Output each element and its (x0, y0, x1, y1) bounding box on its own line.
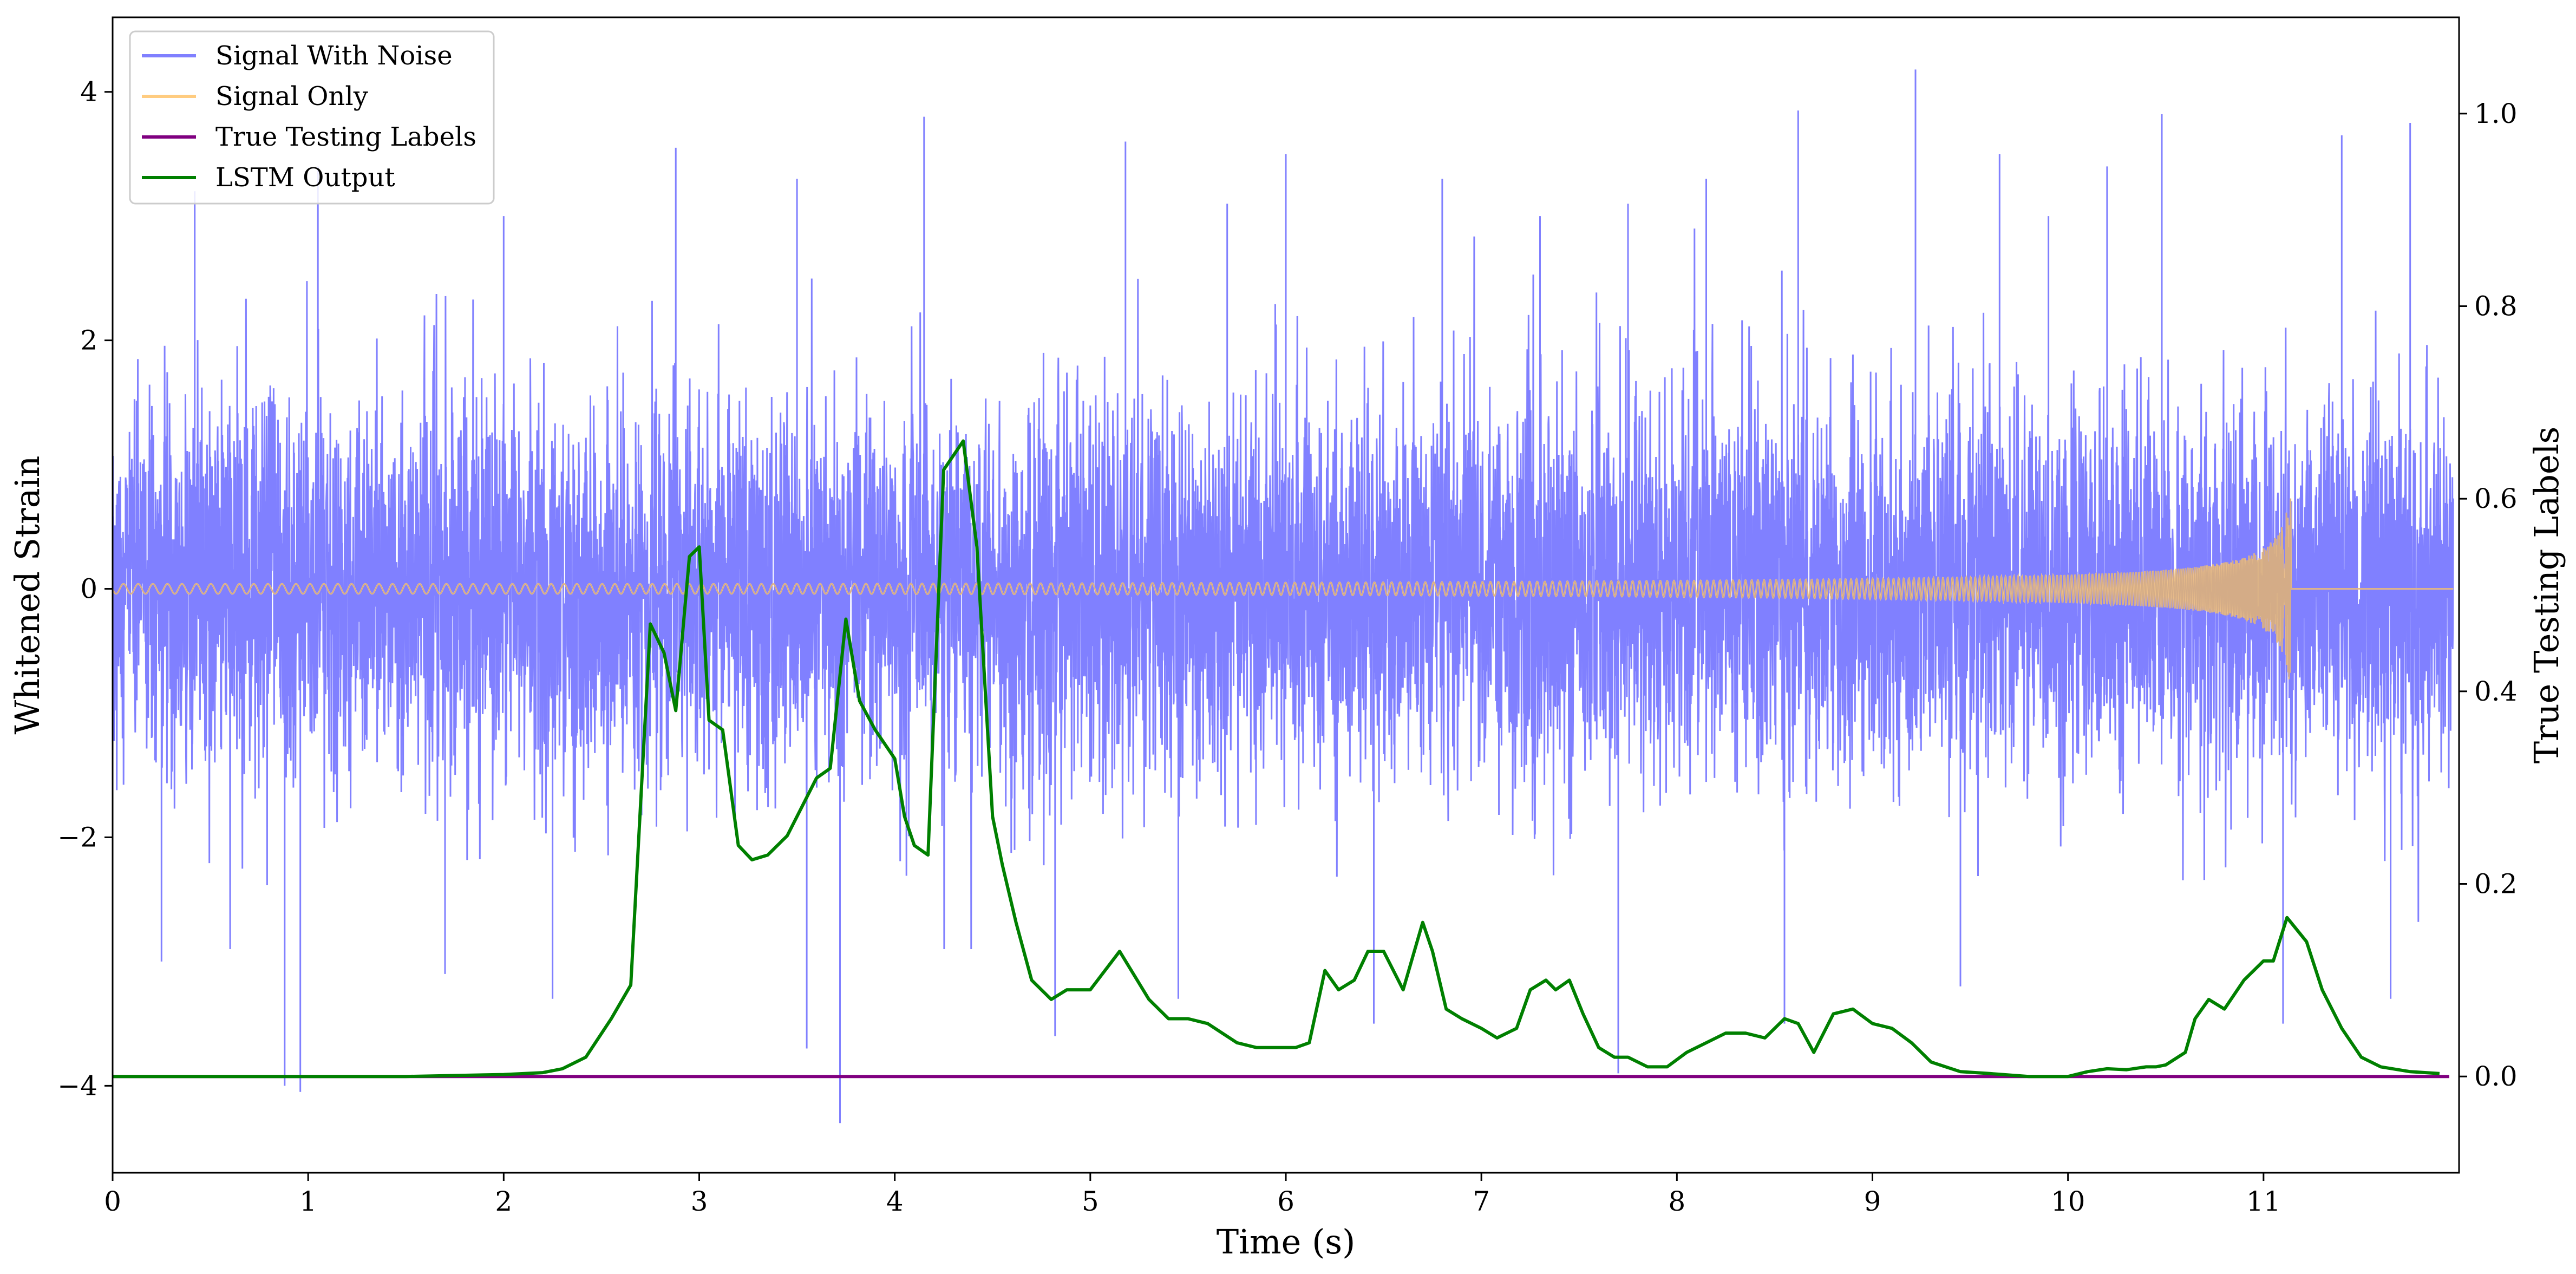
y-tick-label: 2 (80, 325, 97, 356)
y-axis-label: Whitened Strain (8, 456, 47, 735)
axes: 0 1 2 3 4 5 6 7 8 9 10 11 −4 −2 0 2 4 0.0 0.2 0.4 0.6 0.8 1.0 (57, 16, 2518, 1217)
series-signal-only (113, 498, 2454, 680)
legend: Signal With Noise Signal Only True Testing… (129, 30, 495, 205)
y-tick-label: −2 (57, 821, 97, 853)
plot-area (113, 69, 2454, 1123)
x-tick-label: 4 (886, 1186, 904, 1217)
series-lstm-output (113, 439, 2440, 1079)
x-tick-label: 1 (299, 1186, 317, 1217)
x-tick-label: 11 (2246, 1186, 2281, 1217)
x-axis-label: Time (s) (1217, 1222, 1356, 1262)
legend-label: True Testing Labels (215, 122, 476, 152)
y2-tick-label: 0.6 (2474, 483, 2518, 514)
y-tick-label: 0 (80, 573, 97, 605)
series-group (113, 69, 2454, 1123)
legend-box (129, 30, 495, 205)
y2-tick-label: 0.0 (2474, 1061, 2518, 1092)
y2-tick-label: 0.8 (2474, 291, 2518, 322)
x-tick-label: 6 (1277, 1186, 1294, 1217)
x-tick-label: 2 (495, 1186, 512, 1217)
y2-tick-label: 1.0 (2474, 98, 2518, 129)
y2-axis-label: True Testing Labels (2527, 427, 2566, 764)
series-signal-only-overlay (113, 498, 2454, 680)
x-tick-label: 3 (691, 1186, 708, 1217)
x-tick-label: 5 (1082, 1186, 1099, 1217)
x-tick-label: 9 (1864, 1186, 1881, 1217)
legend-label: Signal Only (215, 81, 368, 112)
series-signal-with-noise (113, 69, 2454, 1123)
legend-label: Signal With Noise (215, 41, 453, 71)
x-tick-label: 8 (1668, 1186, 1685, 1217)
y2-tick-label: 0.2 (2474, 868, 2518, 900)
legend-label: LSTM Output (215, 162, 395, 193)
y-tick-label: −4 (57, 1070, 97, 1101)
x-tick-label: 7 (1473, 1186, 1490, 1217)
y-tick-label: 4 (80, 76, 97, 108)
x-tick-label: 10 (2051, 1186, 2085, 1217)
y2-tick-label: 0.4 (2474, 676, 2518, 707)
x-tick-label: 0 (104, 1186, 121, 1217)
